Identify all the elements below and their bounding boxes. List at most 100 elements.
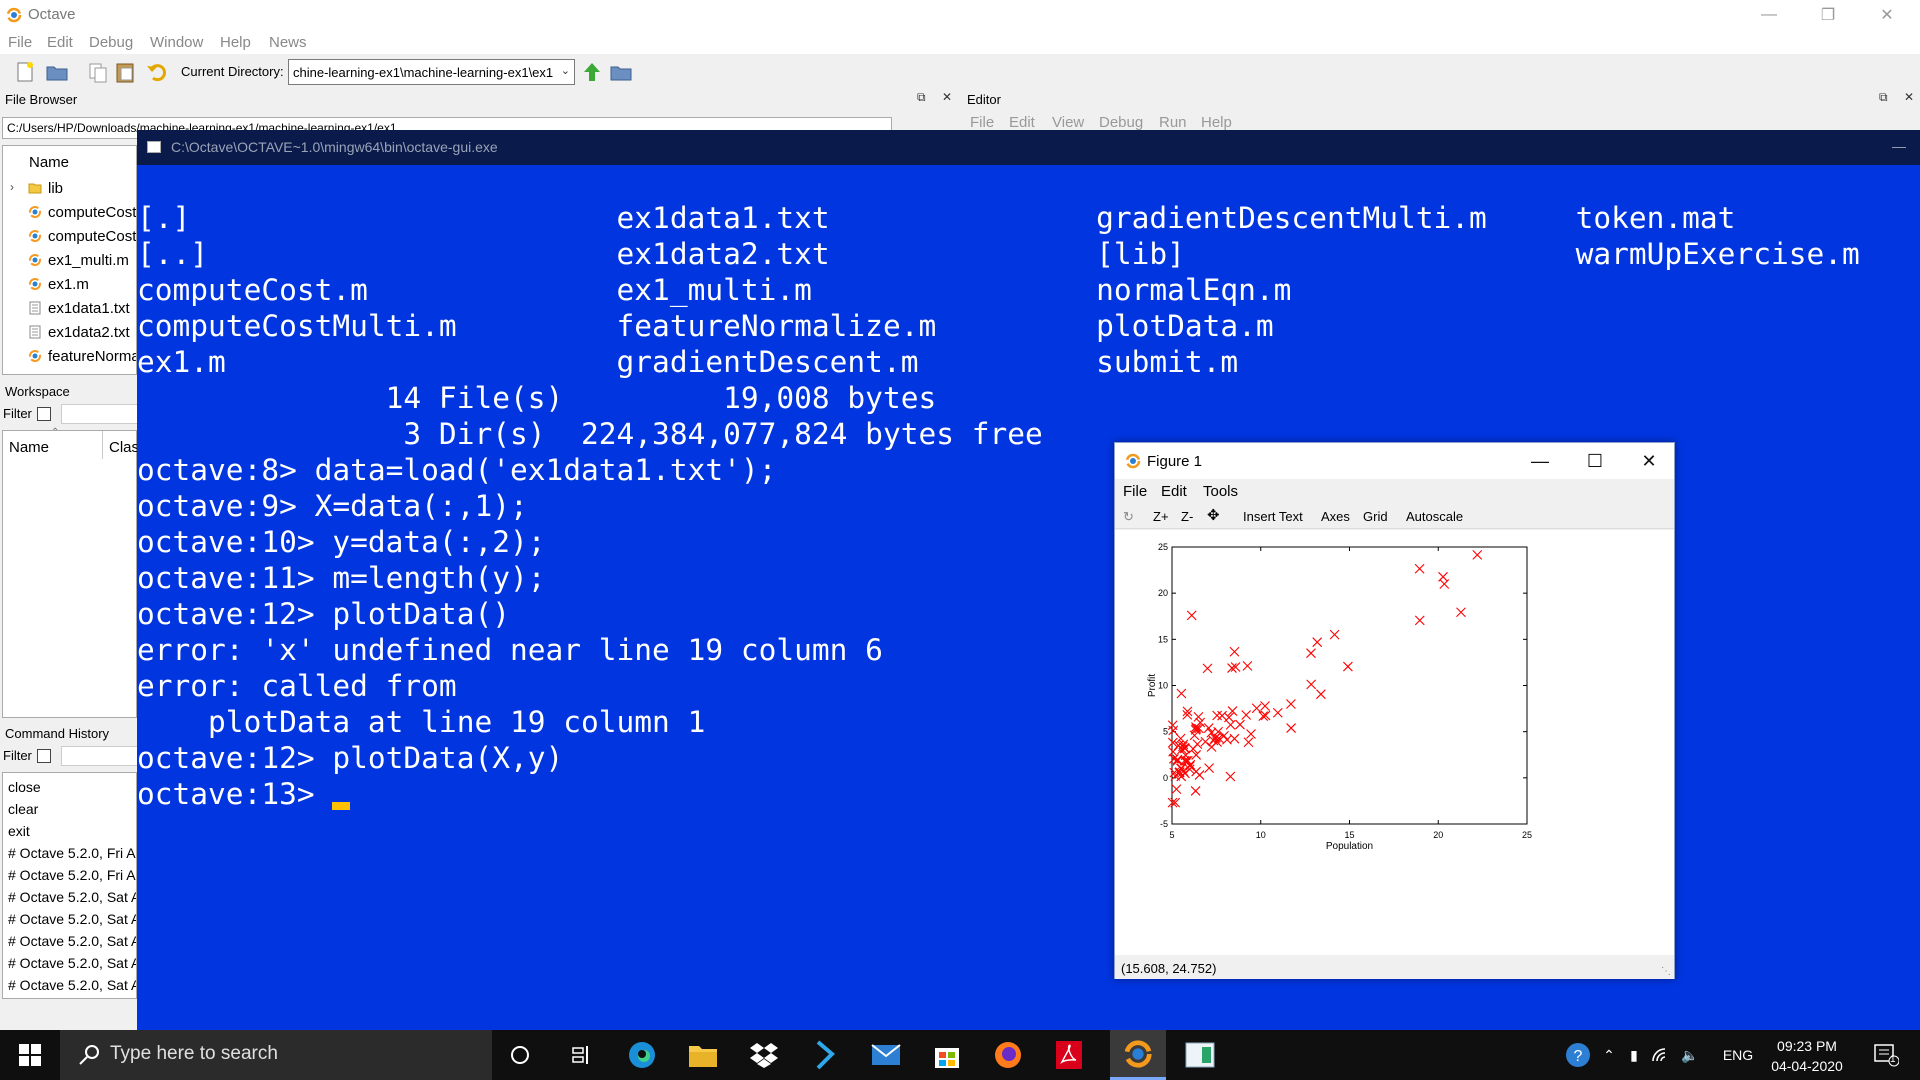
editor-menu-edit[interactable]: Edit — [1009, 114, 1035, 131]
close-button[interactable]: ✕ — [1880, 7, 1894, 24]
list-item[interactable]: computeCost — [3, 202, 136, 224]
history-item[interactable]: # Octave 5.2.0, Sat A — [8, 889, 137, 905]
parent-directory-icon[interactable] — [580, 60, 604, 84]
dropbox-icon[interactable] — [736, 1030, 792, 1080]
scatter-plot[interactable]: 5 10 15 20 25 -5 0 5 10 15 20 25 Population Profit — [1115, 530, 1674, 955]
workspace-table[interactable]: Name ⌃ Clas — [2, 427, 140, 718]
undo-icon[interactable] — [145, 60, 169, 84]
current-directory-combo[interactable]: chine-learning-ex1\machine-learning-ex1\… — [288, 59, 575, 85]
list-item[interactable]: computeCost — [3, 226, 136, 248]
zoom-out-button[interactable]: Z- — [1181, 509, 1194, 524]
workspace-filter-checkbox[interactable] — [37, 407, 51, 421]
octave-taskbar-icon[interactable] — [1110, 1030, 1166, 1080]
menu-file[interactable]: File — [8, 34, 33, 51]
resize-grip-icon[interactable]: ⋱ — [1661, 966, 1671, 977]
browse-folder-icon[interactable] — [609, 60, 633, 84]
list-item[interactable]: › lib — [3, 178, 136, 200]
file-explorer-icon[interactable] — [675, 1030, 731, 1080]
list-item[interactable]: ex1.m — [3, 274, 136, 296]
start-button[interactable] — [0, 1030, 60, 1080]
pan-icon[interactable]: ✥ — [1207, 507, 1220, 524]
firefox-icon[interactable] — [980, 1030, 1036, 1080]
rotate-icon[interactable]: ↻ — [1123, 509, 1134, 524]
zoom-in-button[interactable]: Z+ — [1153, 509, 1169, 524]
editor-undock-icon[interactable]: ⧉ — [1879, 90, 1888, 104]
menu-help[interactable]: Help — [220, 34, 251, 51]
history-item[interactable]: exit — [8, 823, 30, 839]
history-item[interactable]: close — [8, 779, 41, 795]
editor-menu-view[interactable]: View — [1052, 114, 1085, 131]
workspace-col-class[interactable]: Clas — [109, 439, 140, 456]
figure-close-button[interactable]: ✕ — [1641, 450, 1657, 471]
console-output[interactable]: [.] ex1data1.txt gradientDescentMulti.m … — [137, 200, 1860, 812]
edge-browser-icon[interactable] — [614, 1030, 670, 1080]
figure-maximize-button[interactable]: ☐ — [1586, 450, 1604, 471]
restore-button[interactable]: ❐ — [1820, 7, 1836, 24]
store-icon[interactable] — [919, 1030, 975, 1080]
history-item[interactable]: # Octave 5.2.0, Sat A — [8, 933, 137, 949]
notification-center-icon[interactable]: 1 — [1866, 1030, 1906, 1080]
clock[interactable]: 09:23 PM 04-04-2020 — [1762, 1036, 1852, 1076]
figure-window[interactable]: Figure 1 — ☐ ✕ File Edit Tools ↻ Z+ Z- ✥… — [1114, 442, 1675, 979]
editor-menu-run[interactable]: Run — [1159, 114, 1187, 131]
grid-button[interactable]: Grid — [1363, 509, 1388, 524]
language-indicator[interactable]: ENG — [1722, 1047, 1754, 1063]
list-item[interactable]: featureNorma — [3, 346, 136, 368]
timeline-icon[interactable] — [553, 1030, 609, 1080]
chevron-down-icon[interactable]: ⌄ — [560, 65, 570, 77]
file-browser-list[interactable]: Name › lib computeCost computeCost ex1_m… — [2, 145, 137, 375]
editor-menu-help[interactable]: Help — [1201, 114, 1232, 131]
figure-title-bar[interactable]: Figure 1 — ☐ ✕ — [1115, 443, 1674, 479]
chevron-right-icon[interactable]: › — [10, 180, 14, 194]
mail-icon[interactable] — [858, 1030, 914, 1080]
figure-menu-edit[interactable]: Edit — [1161, 483, 1187, 500]
insert-text-button[interactable]: Insert Text — [1243, 509, 1303, 524]
editor-menu-file[interactable]: File — [970, 114, 995, 131]
menu-window[interactable]: Window — [150, 34, 204, 51]
wifi-icon[interactable] — [1648, 1030, 1674, 1080]
figure-menu-tools[interactable]: Tools — [1203, 483, 1239, 500]
volume-icon[interactable]: 🔈 — [1681, 1046, 1699, 1063]
figure-canvas[interactable]: 5 10 15 20 25 -5 0 5 10 15 20 25 Population Profit — [1115, 530, 1674, 955]
list-item[interactable]: ex1_multi.m — [3, 250, 136, 272]
console-prompt-line[interactable]: octave:13> — [137, 776, 1860, 812]
command-history-list[interactable]: close clear exit # Octave 5.2.0, Fri A #… — [2, 772, 137, 999]
list-item[interactable]: ex1data1.txt — [3, 298, 136, 320]
menu-debug[interactable]: Debug — [89, 34, 134, 51]
chevron-up-icon[interactable]: ⌃ — [1603, 1046, 1615, 1063]
history-item[interactable]: # Octave 5.2.0, Sat A — [8, 955, 137, 971]
console-taskbar-icon[interactable] — [1172, 1030, 1228, 1080]
workspace-col-name[interactable]: Name — [9, 439, 50, 456]
menu-edit[interactable]: Edit — [47, 34, 73, 51]
close-dock-icon[interactable]: ✕ — [942, 90, 953, 104]
history-filter-input[interactable] — [61, 746, 141, 766]
paste-icon[interactable] — [113, 60, 137, 84]
history-item[interactable]: clear — [8, 801, 39, 817]
editor-menu-debug[interactable]: Debug — [1099, 114, 1144, 131]
history-item[interactable]: # Octave 5.2.0, Fri A — [8, 845, 136, 861]
figure-minimize-button[interactable]: — — [1531, 450, 1549, 471]
acrobat-icon[interactable] — [1041, 1030, 1097, 1080]
copy-icon[interactable] — [86, 60, 110, 84]
visual-studio-icon[interactable] — [797, 1030, 853, 1080]
editor-close-icon[interactable]: ✕ — [1904, 90, 1915, 104]
history-item[interactable]: # Octave 5.2.0, Sat A — [8, 977, 137, 993]
new-file-icon[interactable] — [13, 60, 37, 84]
console-minimize-button[interactable]: — — [1892, 138, 1906, 154]
history-filter-checkbox[interactable] — [37, 749, 51, 763]
menu-news[interactable]: News — [269, 34, 307, 51]
list-item[interactable]: ex1data2.txt — [3, 322, 136, 344]
axes-button[interactable]: Axes — [1321, 509, 1350, 524]
help-icon[interactable]: ? — [1562, 1030, 1594, 1080]
taskbar-search[interactable]: Type here to search — [60, 1030, 492, 1080]
autoscale-button[interactable]: Autoscale — [1406, 509, 1464, 524]
task-view-icon[interactable] — [492, 1030, 548, 1080]
battery-icon[interactable]: ▮ — [1630, 1046, 1638, 1063]
undock-icon[interactable]: ⧉ — [917, 90, 926, 104]
history-item[interactable]: # Octave 5.2.0, Fri A — [8, 867, 136, 883]
history-item[interactable]: # Octave 5.2.0, Sat A — [8, 911, 137, 927]
open-folder-icon[interactable] — [45, 60, 69, 84]
figure-menu-file[interactable]: File — [1123, 483, 1148, 500]
minimize-button[interactable]: — — [1761, 6, 1777, 23]
file-column-header[interactable]: Name — [29, 154, 70, 171]
